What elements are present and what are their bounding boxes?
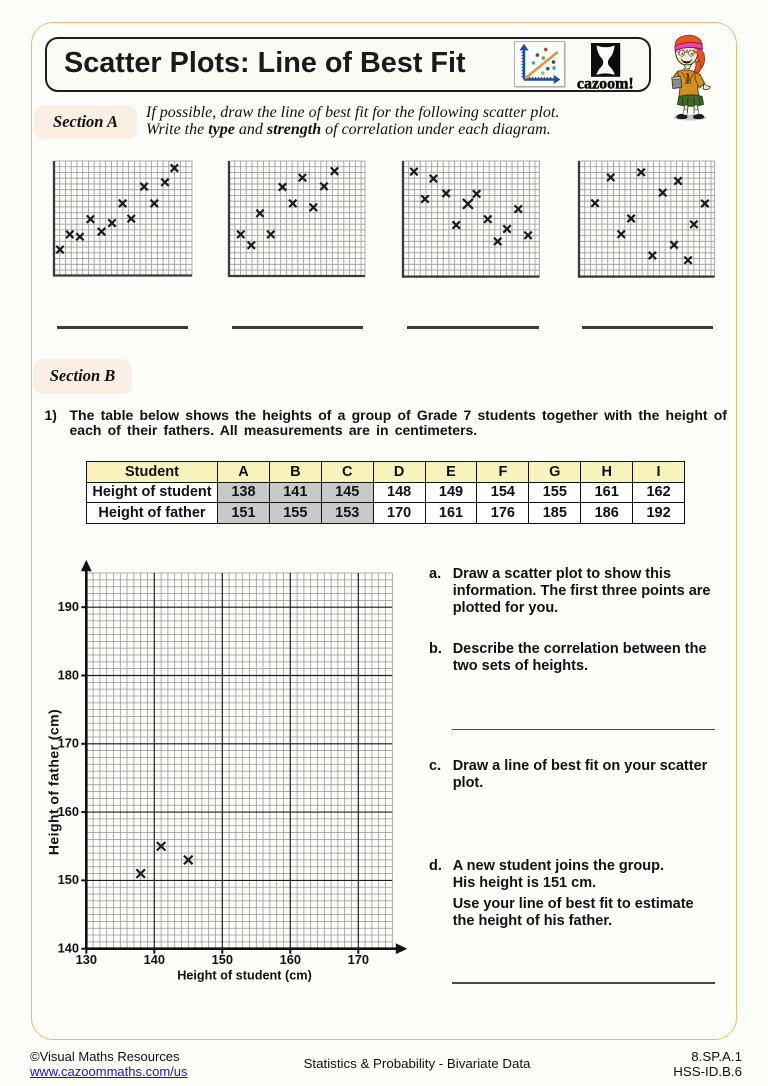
svg-text:150: 150	[212, 952, 233, 967]
svg-text:cazoom!: cazoom!	[576, 75, 633, 92]
svg-text:160: 160	[58, 804, 79, 819]
svg-text:Height of student (cm): Height of student (cm)	[177, 969, 312, 983]
svg-text:130: 130	[76, 952, 97, 967]
svg-text:170: 170	[58, 736, 79, 751]
svg-text:140: 140	[144, 952, 165, 967]
svg-text:140: 140	[58, 941, 79, 956]
svg-text:170: 170	[348, 952, 369, 967]
svg-text:Height of father (cm): Height of father (cm)	[46, 709, 62, 855]
svg-text:150: 150	[58, 872, 79, 887]
svg-text:180: 180	[58, 667, 79, 682]
svg-text:190: 190	[58, 599, 79, 614]
svg-text:160: 160	[280, 952, 301, 967]
